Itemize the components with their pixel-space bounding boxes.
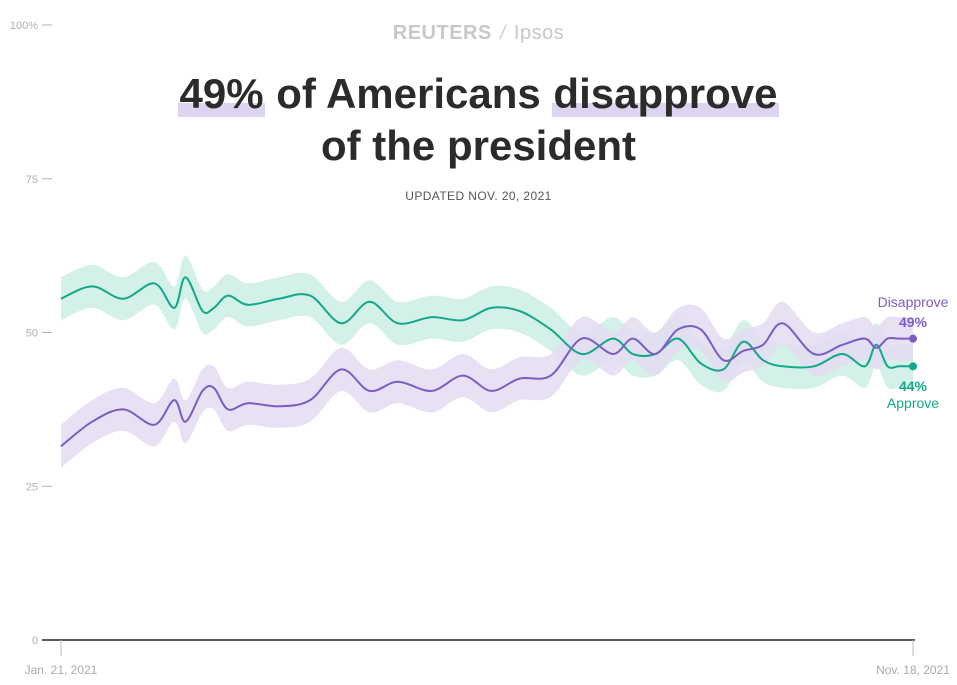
y-axis: 0 25 50 75 100% <box>10 20 52 647</box>
y-tick-label: 75 <box>26 174 38 186</box>
series-lines <box>60 276 913 448</box>
title-highlight-percent: 49% <box>178 70 265 117</box>
disapprove-end-point <box>909 334 917 343</box>
approve-line <box>60 276 913 372</box>
confidence-bands <box>61 255 913 468</box>
title-line-2: of the president <box>320 122 637 169</box>
approve-value-label: 44% <box>899 378 928 394</box>
disapprove-line <box>60 322 913 448</box>
updated-date: UPDATED NOV. 20, 2021 <box>405 189 552 203</box>
x-tick-label-start: Jan. 21, 2021 <box>25 663 98 677</box>
reuters-logo: REUTERS <box>392 22 492 44</box>
x-axis: Jan. 21, 2021 Nov. 18, 2021 <box>25 640 950 677</box>
brand-logos: REUTERS / Ipsos <box>0 22 957 45</box>
y-tick-label: 25 <box>26 481 38 493</box>
y-tick-label: 50 <box>26 328 38 340</box>
logo-separator: / <box>497 22 508 44</box>
disapprove-legend-label: Disapprove <box>878 294 949 310</box>
approve-end-point <box>909 362 917 371</box>
end-labels: Disapprove 49% 44% Approve <box>878 294 949 411</box>
x-tick-label-end: Nov. 18, 2021 <box>876 663 950 677</box>
y-tick-label: 0 <box>32 635 38 647</box>
disapprove-band <box>61 301 913 468</box>
title-highlight-disapprove: disapprove <box>552 70 779 117</box>
approve-legend-label: Approve <box>887 395 939 411</box>
disapprove-value-label: 49% <box>899 314 928 330</box>
chart-title: 49% of Americans disapprove of the presi… <box>0 68 957 172</box>
ipsos-logo: Ipsos <box>513 22 565 44</box>
title-middle: of Americans <box>264 70 553 117</box>
approve-band <box>61 255 913 393</box>
y-tick-label: 100% <box>10 20 38 32</box>
